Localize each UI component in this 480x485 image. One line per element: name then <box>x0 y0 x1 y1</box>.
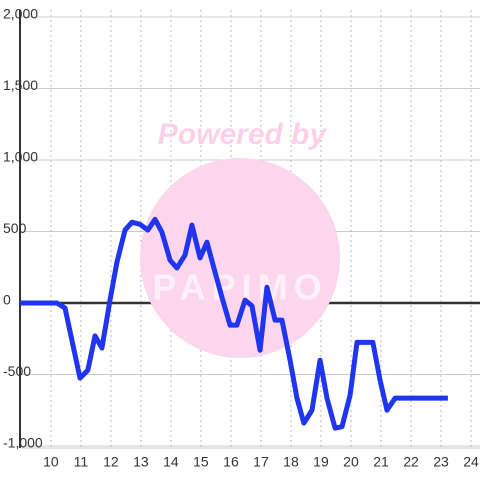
x-tick-label: 23 <box>433 454 449 470</box>
watermark-text: Powered by <box>158 118 328 151</box>
x-tick-label: 10 <box>43 454 59 470</box>
x-tick-label: 19 <box>313 454 329 470</box>
x-tick-label: 18 <box>283 454 299 470</box>
watermark-logo: PAPIMO <box>152 267 327 308</box>
x-tick-label: 20 <box>343 454 359 470</box>
x-tick-label: 21 <box>373 454 389 470</box>
x-tick-label: 15 <box>193 454 209 470</box>
x-tick-label: 24 <box>463 454 479 470</box>
x-tick-label: 13 <box>133 454 149 470</box>
y-tick-label: 0 <box>3 292 11 308</box>
y-tick-label: -1,000 <box>3 435 43 451</box>
x-tick-label: 12 <box>103 454 119 470</box>
x-tick-label: 16 <box>223 454 239 470</box>
x-tick-label: 22 <box>403 454 419 470</box>
x-tick-label: 17 <box>253 454 269 470</box>
watermark-circle <box>140 158 340 358</box>
x-tick-label: 11 <box>74 454 89 470</box>
line-series <box>20 216 448 431</box>
y-tick-label: 500 <box>3 220 27 236</box>
x-tick-label: 14 <box>163 454 179 470</box>
y-tick-label: -500 <box>3 363 31 379</box>
